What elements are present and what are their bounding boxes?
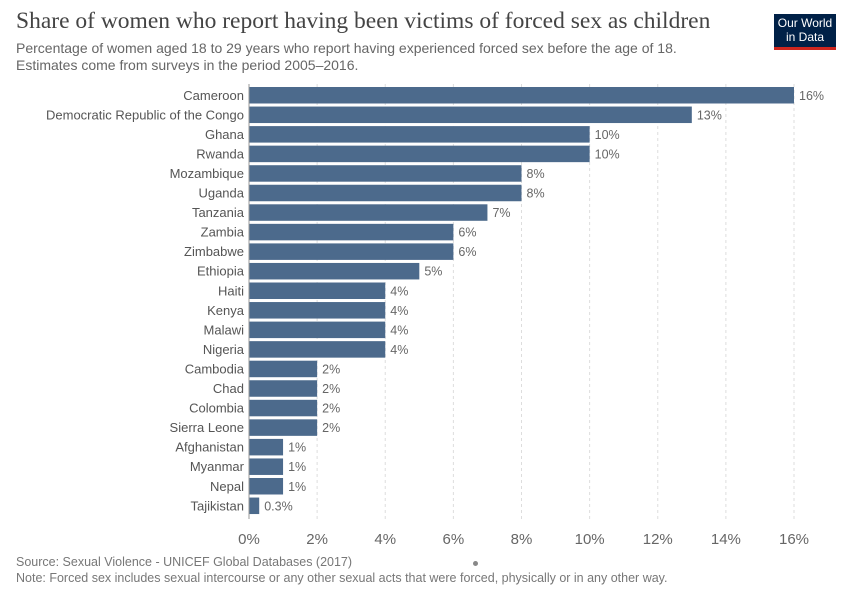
bar	[249, 341, 386, 358]
value-label: 1%	[288, 460, 306, 474]
value-label: 6%	[458, 245, 476, 259]
category-label: Nepal	[210, 479, 244, 494]
value-label: 6%	[458, 226, 476, 240]
value-label: 2%	[322, 402, 340, 416]
value-label: 8%	[527, 187, 545, 201]
bar	[249, 497, 260, 515]
subtitle-line-2: Estimates come from surveys in the perio…	[16, 57, 359, 73]
x-tick-label: 12%	[643, 531, 673, 548]
bar	[249, 478, 284, 495]
bar	[249, 380, 318, 397]
value-label: 1%	[288, 441, 306, 455]
category-label: Cambodia	[185, 361, 245, 376]
bar	[249, 223, 454, 241]
owid-logo[interactable]: Our World in Data	[774, 14, 836, 50]
value-label: 10%	[595, 147, 620, 161]
bar	[249, 262, 420, 280]
category-label: Mozambique	[170, 166, 244, 181]
value-label: 2%	[322, 421, 340, 435]
subtitle-line-1: Percentage of women aged 18 to 29 years …	[16, 40, 677, 56]
value-label: 2%	[322, 382, 340, 396]
category-label: Democratic Republic of the Congo	[46, 107, 244, 122]
bar	[249, 321, 386, 339]
category-label: Tanzania	[192, 205, 245, 220]
bar	[249, 419, 318, 436]
category-label: Uganda	[198, 186, 244, 201]
bar	[249, 302, 386, 319]
logo-line-1: Our World	[777, 16, 833, 30]
x-tick-label: 10%	[575, 531, 605, 548]
category-label: Sierra Leone	[170, 420, 244, 435]
bar	[249, 106, 692, 124]
category-label: Colombia	[189, 401, 245, 416]
value-label: 10%	[595, 128, 620, 142]
value-label: 7%	[492, 206, 510, 220]
bar	[249, 360, 318, 378]
bar	[249, 282, 386, 299]
category-label: Zambia	[201, 225, 245, 240]
bar	[249, 126, 590, 143]
value-label: 13%	[697, 108, 722, 122]
x-tick-label: 2%	[306, 531, 328, 548]
category-label: Rwanda	[196, 146, 244, 161]
bar	[249, 184, 522, 202]
bar	[249, 458, 284, 475]
category-label: Zimbabwe	[184, 244, 244, 259]
value-label: 8%	[527, 167, 545, 181]
bar	[249, 165, 522, 182]
category-label: Cameroon	[183, 88, 244, 103]
value-label: 4%	[390, 343, 408, 357]
x-tick-label: 16%	[779, 531, 809, 548]
bar	[249, 87, 794, 104]
x-tick-label: 0%	[238, 531, 260, 548]
value-label: 1%	[288, 480, 306, 494]
chart-subtitle: Percentage of women aged 18 to 29 years …	[16, 40, 756, 74]
value-label: 4%	[390, 323, 408, 337]
value-label: 16%	[799, 89, 824, 103]
category-label: Kenya	[207, 303, 245, 318]
bar	[249, 145, 590, 163]
category-label: Ghana	[205, 127, 245, 142]
category-label: Tajikistan	[191, 498, 244, 513]
bar	[249, 438, 284, 456]
x-tick-label: 6%	[443, 531, 465, 548]
value-label: 4%	[390, 284, 408, 298]
category-label: Haiti	[218, 283, 244, 298]
x-tick-label: 14%	[711, 531, 741, 548]
category-label: Myanmar	[190, 459, 245, 474]
pagination-dot[interactable]	[473, 561, 478, 566]
category-label: Afghanistan	[175, 440, 244, 455]
bar	[249, 204, 488, 221]
chart-title: Share of women who report having been vi…	[16, 8, 711, 34]
x-tick-label: 8%	[511, 531, 533, 548]
value-label: 2%	[322, 362, 340, 376]
x-tick-label: 4%	[374, 531, 396, 548]
value-label: 5%	[424, 265, 442, 279]
category-label: Nigeria	[203, 342, 245, 357]
value-label: 0.3%	[264, 499, 293, 513]
value-label: 4%	[390, 304, 408, 318]
category-label: Ethiopia	[197, 264, 245, 279]
category-label: Chad	[213, 381, 244, 396]
bar	[249, 243, 454, 260]
category-label: Malawi	[204, 322, 245, 337]
logo-line-2: in Data	[785, 30, 825, 44]
footnote: Note: Forced sex includes sexual interco…	[16, 571, 668, 585]
source-note: Source: Sexual Violence - UNICEF Global …	[16, 555, 353, 569]
bar	[249, 399, 318, 417]
